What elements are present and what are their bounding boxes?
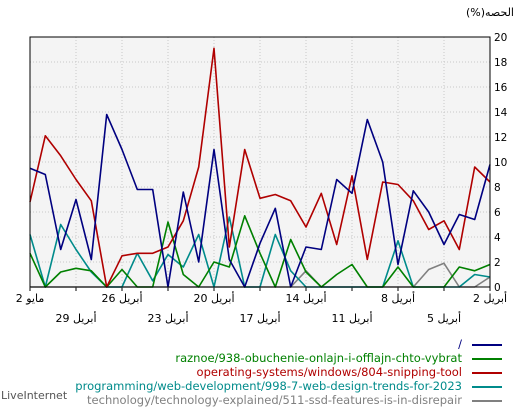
legend-swatch bbox=[472, 358, 502, 360]
legend: / raznoe/938-obuchenie-onlajn-i-offlajn-c… bbox=[75, 337, 502, 407]
legend-label: programming/web-development/998-7-web-de… bbox=[75, 379, 462, 393]
y-tick-label: 18 bbox=[494, 57, 507, 69]
y-tick-label: 12 bbox=[494, 132, 507, 144]
legend-swatch bbox=[472, 386, 502, 388]
y-tick-label: 20 bbox=[494, 32, 507, 44]
y-tick-label: 16 bbox=[494, 82, 508, 94]
plot-frame bbox=[29, 36, 491, 288]
legend-item: programming/web-development/998-7-web-de… bbox=[75, 379, 502, 393]
legend-label: operating-systems/windows/804-snipping-t… bbox=[196, 365, 462, 379]
x-tick-label: 20 أبريل bbox=[193, 291, 234, 305]
x-tick-label: 11 أبريل bbox=[331, 311, 372, 325]
watermark: LiveInternet bbox=[1, 389, 68, 402]
x-axis: 2 مايو 26 أبريل 20 أبريل 14 أبريل 8 أبريل 2 أ… bbox=[16, 287, 507, 325]
legend-item: / bbox=[75, 337, 502, 351]
legend-label: / bbox=[458, 337, 462, 351]
y-axis: 0 2 4 6 8 10 12 14 16 18 20 bbox=[494, 32, 508, 294]
y-tick-label: 14 bbox=[494, 107, 508, 119]
y-tick-label: 4 bbox=[494, 232, 501, 244]
x-tick-label: 8 أبريل bbox=[381, 291, 415, 305]
y-tick-label: 8 bbox=[494, 182, 501, 194]
legend-item: raznoe/938-obuchenie-onlajn-i-offlajn-ch… bbox=[75, 351, 502, 365]
x-tick-label: 23 أبريل bbox=[147, 311, 188, 325]
x-tick-label: 29 أبريل bbox=[55, 311, 96, 325]
x-tick-label: 5 أبريل bbox=[427, 311, 461, 325]
x-tick-label: 17 أبريل bbox=[239, 311, 280, 325]
legend-item: operating-systems/windows/804-snipping-t… bbox=[75, 365, 502, 379]
x-tick-label: 2 مايو bbox=[16, 292, 45, 305]
x-tick-label: 14 أبريل bbox=[285, 291, 326, 305]
legend-label: technology/technology-explained/511-ssd-… bbox=[87, 393, 462, 407]
legend-swatch bbox=[472, 344, 502, 346]
legend-swatch bbox=[472, 372, 502, 374]
y-axis-label: الحصه(%) bbox=[466, 6, 514, 19]
legend-label: raznoe/938-obuchenie-onlajn-i-offlajn-ch… bbox=[175, 351, 462, 365]
x-tick-label: 26 أبريل bbox=[101, 291, 142, 305]
y-tick-label: 2 bbox=[494, 257, 501, 269]
legend-swatch bbox=[472, 400, 502, 402]
y-tick-label: 0 bbox=[494, 282, 501, 294]
legend-item: technology/technology-explained/511-ssd-… bbox=[75, 393, 502, 407]
series-line bbox=[29, 113, 491, 288]
x-tick-label: 2 أبريل bbox=[473, 291, 507, 305]
y-tick-label: 6 bbox=[494, 207, 501, 219]
y-tick-label: 10 bbox=[494, 157, 507, 169]
